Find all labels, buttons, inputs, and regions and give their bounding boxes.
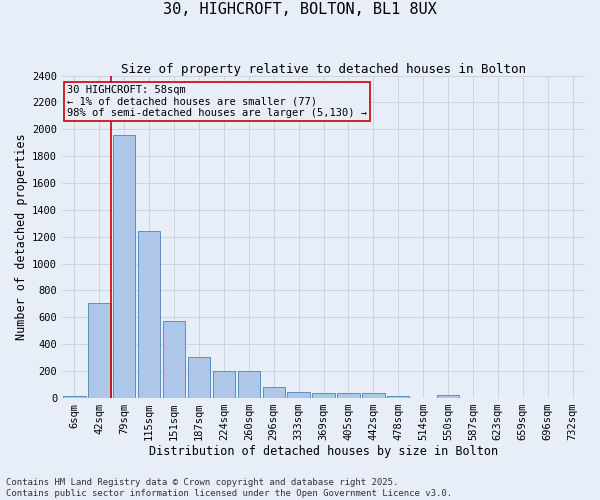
Bar bbox=[88, 302, 110, 398]
Bar bbox=[138, 232, 160, 398]
Bar bbox=[437, 396, 459, 398]
Bar bbox=[337, 394, 359, 398]
Title: Size of property relative to detached houses in Bolton: Size of property relative to detached ho… bbox=[121, 62, 526, 76]
Bar bbox=[287, 392, 310, 398]
Bar bbox=[362, 394, 385, 398]
Bar bbox=[212, 371, 235, 398]
Bar bbox=[163, 320, 185, 398]
Bar bbox=[263, 387, 285, 398]
Text: 30, HIGHCROFT, BOLTON, BL1 8UX: 30, HIGHCROFT, BOLTON, BL1 8UX bbox=[163, 2, 437, 18]
Bar bbox=[238, 371, 260, 398]
X-axis label: Distribution of detached houses by size in Bolton: Distribution of detached houses by size … bbox=[149, 444, 498, 458]
Text: 30 HIGHCROFT: 58sqm
← 1% of detached houses are smaller (77)
98% of semi-detache: 30 HIGHCROFT: 58sqm ← 1% of detached hou… bbox=[67, 85, 367, 118]
Bar bbox=[313, 394, 335, 398]
Bar bbox=[113, 134, 136, 398]
Bar bbox=[63, 396, 86, 398]
Y-axis label: Number of detached properties: Number of detached properties bbox=[15, 134, 28, 340]
Bar bbox=[188, 357, 210, 398]
Text: Contains HM Land Registry data © Crown copyright and database right 2025.
Contai: Contains HM Land Registry data © Crown c… bbox=[6, 478, 452, 498]
Bar bbox=[387, 396, 409, 398]
